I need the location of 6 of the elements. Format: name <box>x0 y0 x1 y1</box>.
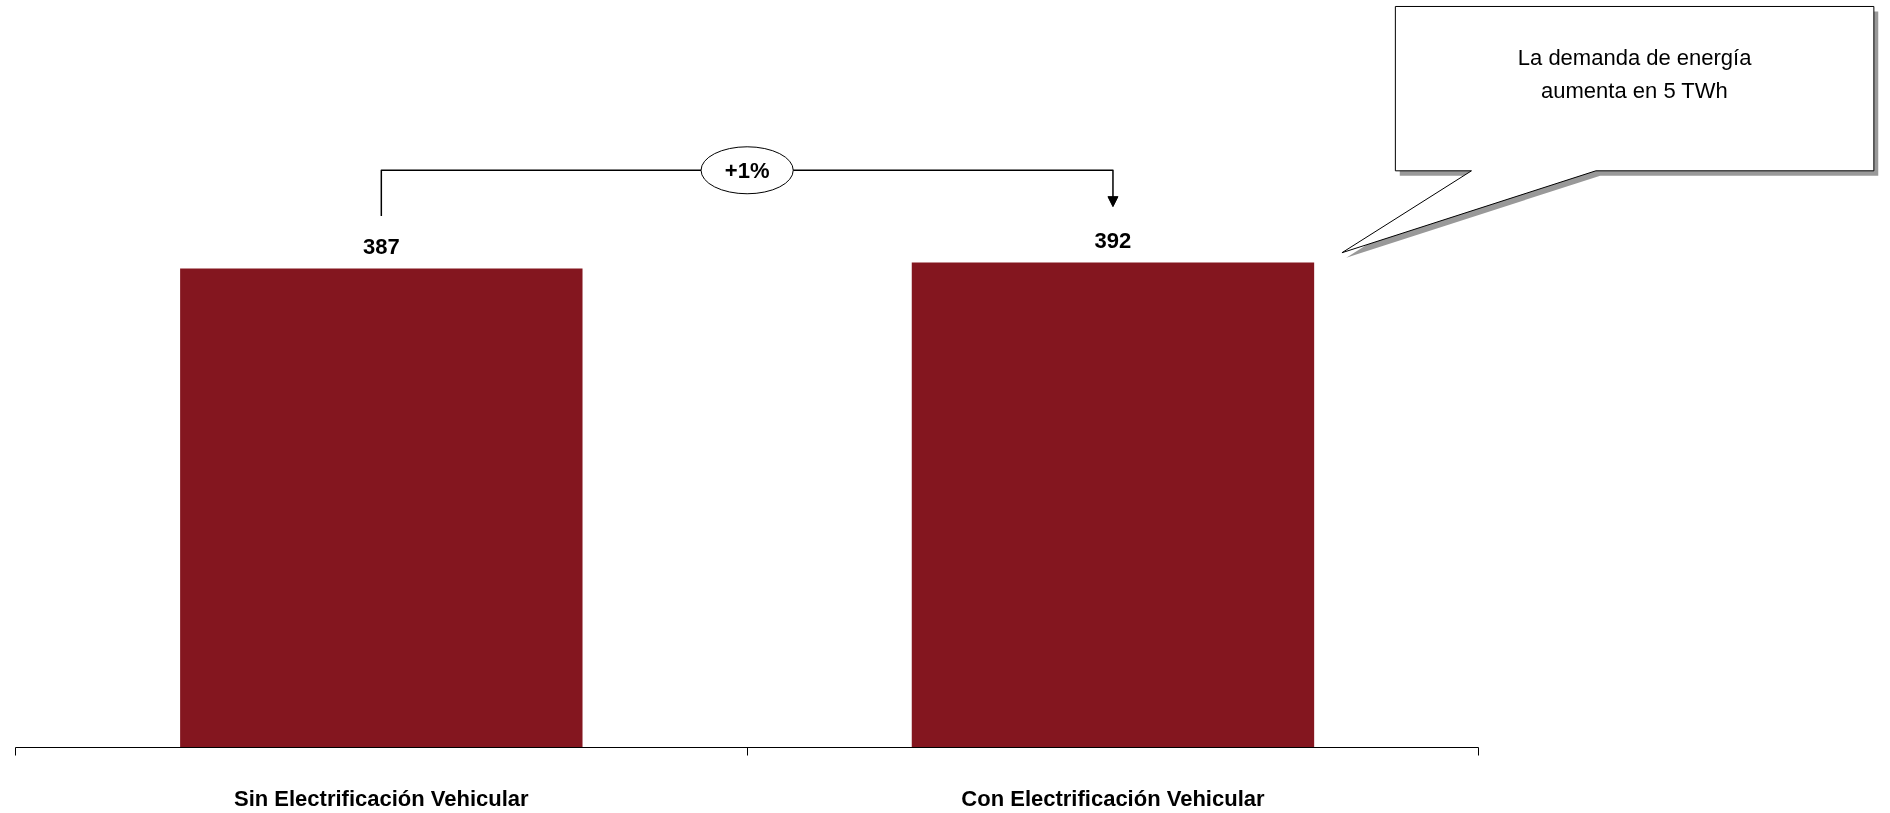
x-tick-label: Sin Electrificación Vehicular <box>233 785 530 811</box>
data-label: 387 <box>362 234 400 260</box>
text: La demanda de energía aumenta en 5 TWh <box>1517 45 1753 103</box>
text: +1% <box>724 157 770 183</box>
x-tick-label: Con Electrificación Vehicular <box>961 785 1265 811</box>
data-label: 392 <box>1094 227 1132 253</box>
